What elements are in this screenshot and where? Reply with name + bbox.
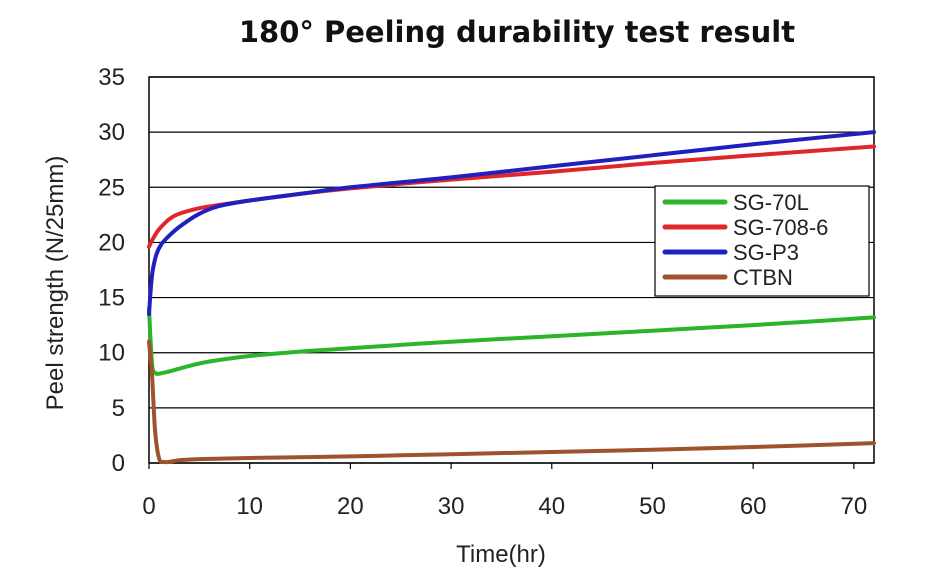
legend-label: CTBN [733, 265, 793, 290]
x-tick-label: 0 [142, 493, 155, 520]
legend-label: SG-P3 [733, 240, 799, 265]
plot-area-frame [148, 76, 875, 464]
y-tick-label: 5 [112, 395, 125, 422]
x-tick-label: 30 [438, 493, 465, 520]
y-axis-label: Peel strength (N/25mm) [42, 156, 69, 411]
y-tick-label: 30 [98, 119, 125, 146]
x-tick-label: 50 [639, 493, 666, 520]
y-tick-label: 15 [98, 285, 125, 312]
x-tick-label: 60 [740, 493, 767, 520]
x-tick-label: 10 [236, 493, 263, 520]
legend-label: SG-708-6 [733, 215, 828, 240]
y-tick-label: 25 [98, 174, 125, 201]
x-axis-ticks: 0 10 20 30 40 50 60 70 [142, 463, 867, 520]
series-line-ctbn [147, 339, 876, 465]
y-tick-label: 35 [98, 64, 125, 91]
series-line-sg-70l [147, 306, 876, 376]
y-tick-label: 10 [98, 340, 125, 367]
x-tick-label: 70 [841, 493, 868, 520]
chart-title: 180° Peeling durability test result [239, 15, 795, 49]
data-series [147, 130, 876, 465]
x-tick-label: 40 [538, 493, 565, 520]
y-tick-label: 0 [112, 450, 125, 477]
x-axis-label: Time(hr) [456, 541, 546, 568]
y-tick-label: 20 [98, 229, 125, 256]
x-tick-label: 20 [337, 493, 364, 520]
y-axis-ticks: 0 5 10 15 20 25 30 35 [98, 64, 125, 477]
series-line-sg-p3 [147, 130, 876, 317]
legend-label: SG-70L [733, 190, 809, 215]
